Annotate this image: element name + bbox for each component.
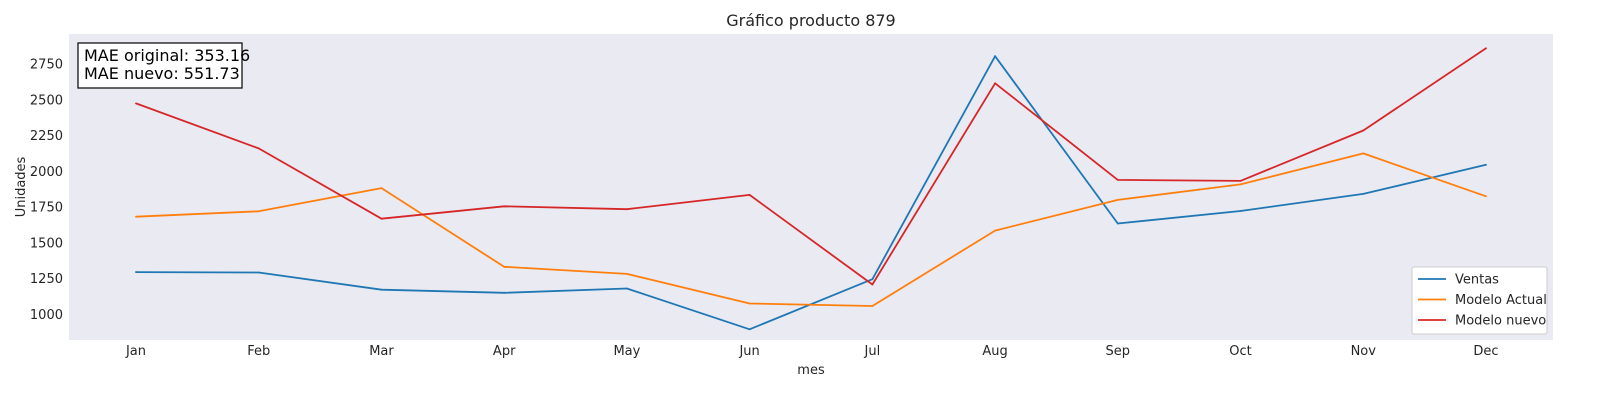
data-point [1116,222,1119,225]
data-point [871,278,874,281]
data-point [871,305,874,307]
data-point [135,102,137,105]
legend-label: Ventas [1455,273,1499,288]
data-point [626,273,628,275]
mae-original-label: MAE original: 353.16 [84,46,250,65]
x-tick-label: Mar [369,344,394,359]
data-point [257,210,260,213]
x-tick-label: Jul [864,344,881,359]
y-axis-ticks: 1000 1250 1500 1750 2000 2250 2500 2750 [30,58,63,323]
data-point [748,302,751,305]
data-point [626,208,628,211]
series-line-2 [135,47,1487,286]
data-point [257,147,260,150]
data-point [503,291,506,294]
data-point [994,82,996,85]
data-point [626,287,628,290]
x-tick-label: Feb [247,344,270,359]
x-tick-label: Jan [125,344,146,359]
x-tick-label: Apr [493,344,516,359]
data-point [380,187,383,190]
y-axis-title: Unidades [14,156,29,217]
data-point [1116,198,1119,201]
data-point [503,265,506,268]
x-tick-label: Aug [982,344,1007,359]
plot-area [69,34,1553,340]
data-point [1239,210,1242,212]
data-point [380,288,383,291]
annotation-frame [77,42,243,89]
x-tick-label: Sep [1106,344,1131,359]
x-axis-ticks: Jan Feb Mar Apr May Jun Jul Aug Sep Oct Nov Dec [125,344,1499,359]
data-point [994,55,996,58]
data-point [380,217,383,220]
series-lines [135,47,1487,331]
data-point [1362,129,1365,132]
data-point [1362,152,1365,155]
data-point [1485,163,1487,166]
x-tick-label: May [613,344,640,359]
y-tick-label: 2000 [30,165,63,180]
legend-label: Modelo nuevo [1455,314,1546,329]
data-point [748,328,751,331]
chart-title: Gráfico producto 879 [726,11,895,30]
data-point [503,205,506,208]
data-point [1485,195,1487,198]
x-tick-label: Oct [1229,344,1251,359]
y-tick-label: 1250 [30,272,63,287]
y-tick-label: 1500 [30,236,63,251]
data-point [1239,183,1242,186]
mae-nuevo-label: MAE nuevo: 551.73 [84,64,240,83]
x-tick-label: Nov [1351,344,1377,359]
data-point [1116,178,1119,181]
data-point [1485,47,1487,50]
data-point [257,271,260,274]
y-tick-label: 1000 [30,308,63,323]
y-tick-label: 2750 [30,58,63,73]
y-tick-label: 1750 [30,201,63,216]
x-tick-label: Dec [1473,344,1498,359]
data-point [1362,192,1365,195]
legend-label: Modelo Actual [1455,293,1547,308]
data-point [135,271,137,273]
data-point [1239,179,1242,182]
data-point [871,283,874,286]
x-tick-label: Jun [738,344,759,359]
data-point [135,215,137,218]
data-point [748,193,751,196]
x-axis-title: mes [797,363,825,378]
data-point [994,229,996,232]
y-tick-label: 2250 [30,129,63,144]
y-tick-label: 2500 [30,93,63,108]
mae-annotation-box: MAE original: 353.16 MAE nuevo: 551.73 [77,42,250,89]
legend-frame [1411,266,1548,335]
legend: Ventas Modelo Actual Modelo nuevo [1411,266,1548,335]
series-line-1 [135,152,1487,307]
